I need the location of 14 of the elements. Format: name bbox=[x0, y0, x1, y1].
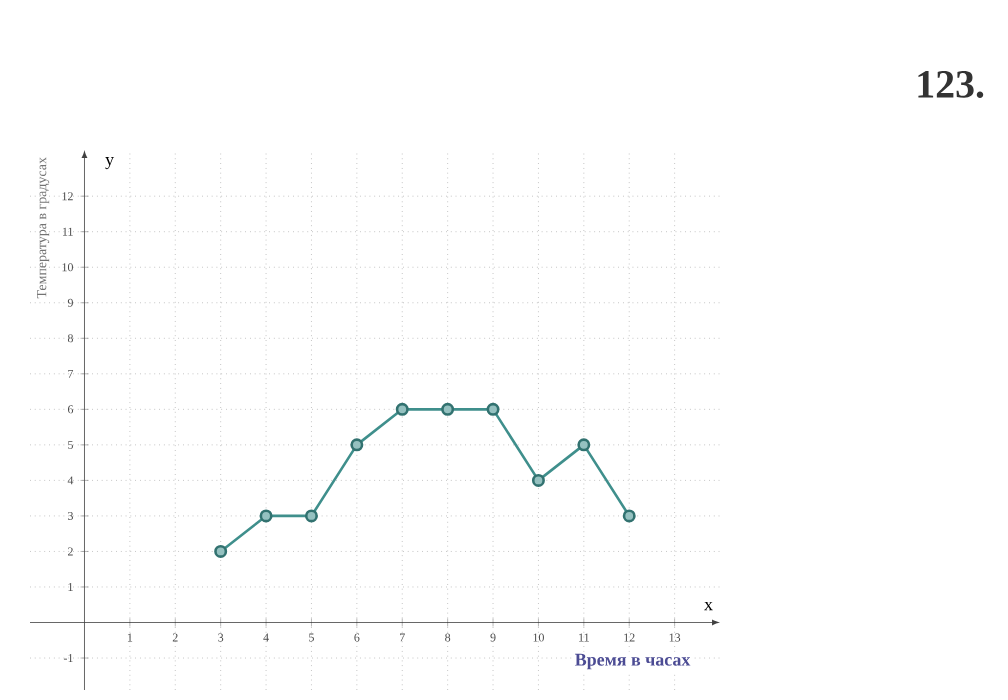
point bbox=[486, 402, 500, 416]
annotation: y bbox=[105, 157, 115, 170]
point bbox=[350, 438, 364, 452]
x-axis-title: Время в часах bbox=[575, 653, 691, 670]
point bbox=[622, 509, 636, 523]
point bbox=[531, 473, 545, 487]
annotation: x bbox=[704, 601, 713, 611]
point bbox=[395, 402, 409, 416]
point bbox=[304, 509, 318, 523]
point bbox=[259, 509, 273, 523]
point bbox=[441, 402, 455, 416]
text: 123. bbox=[918, 71, 984, 98]
point bbox=[214, 544, 228, 558]
point bbox=[577, 438, 591, 452]
